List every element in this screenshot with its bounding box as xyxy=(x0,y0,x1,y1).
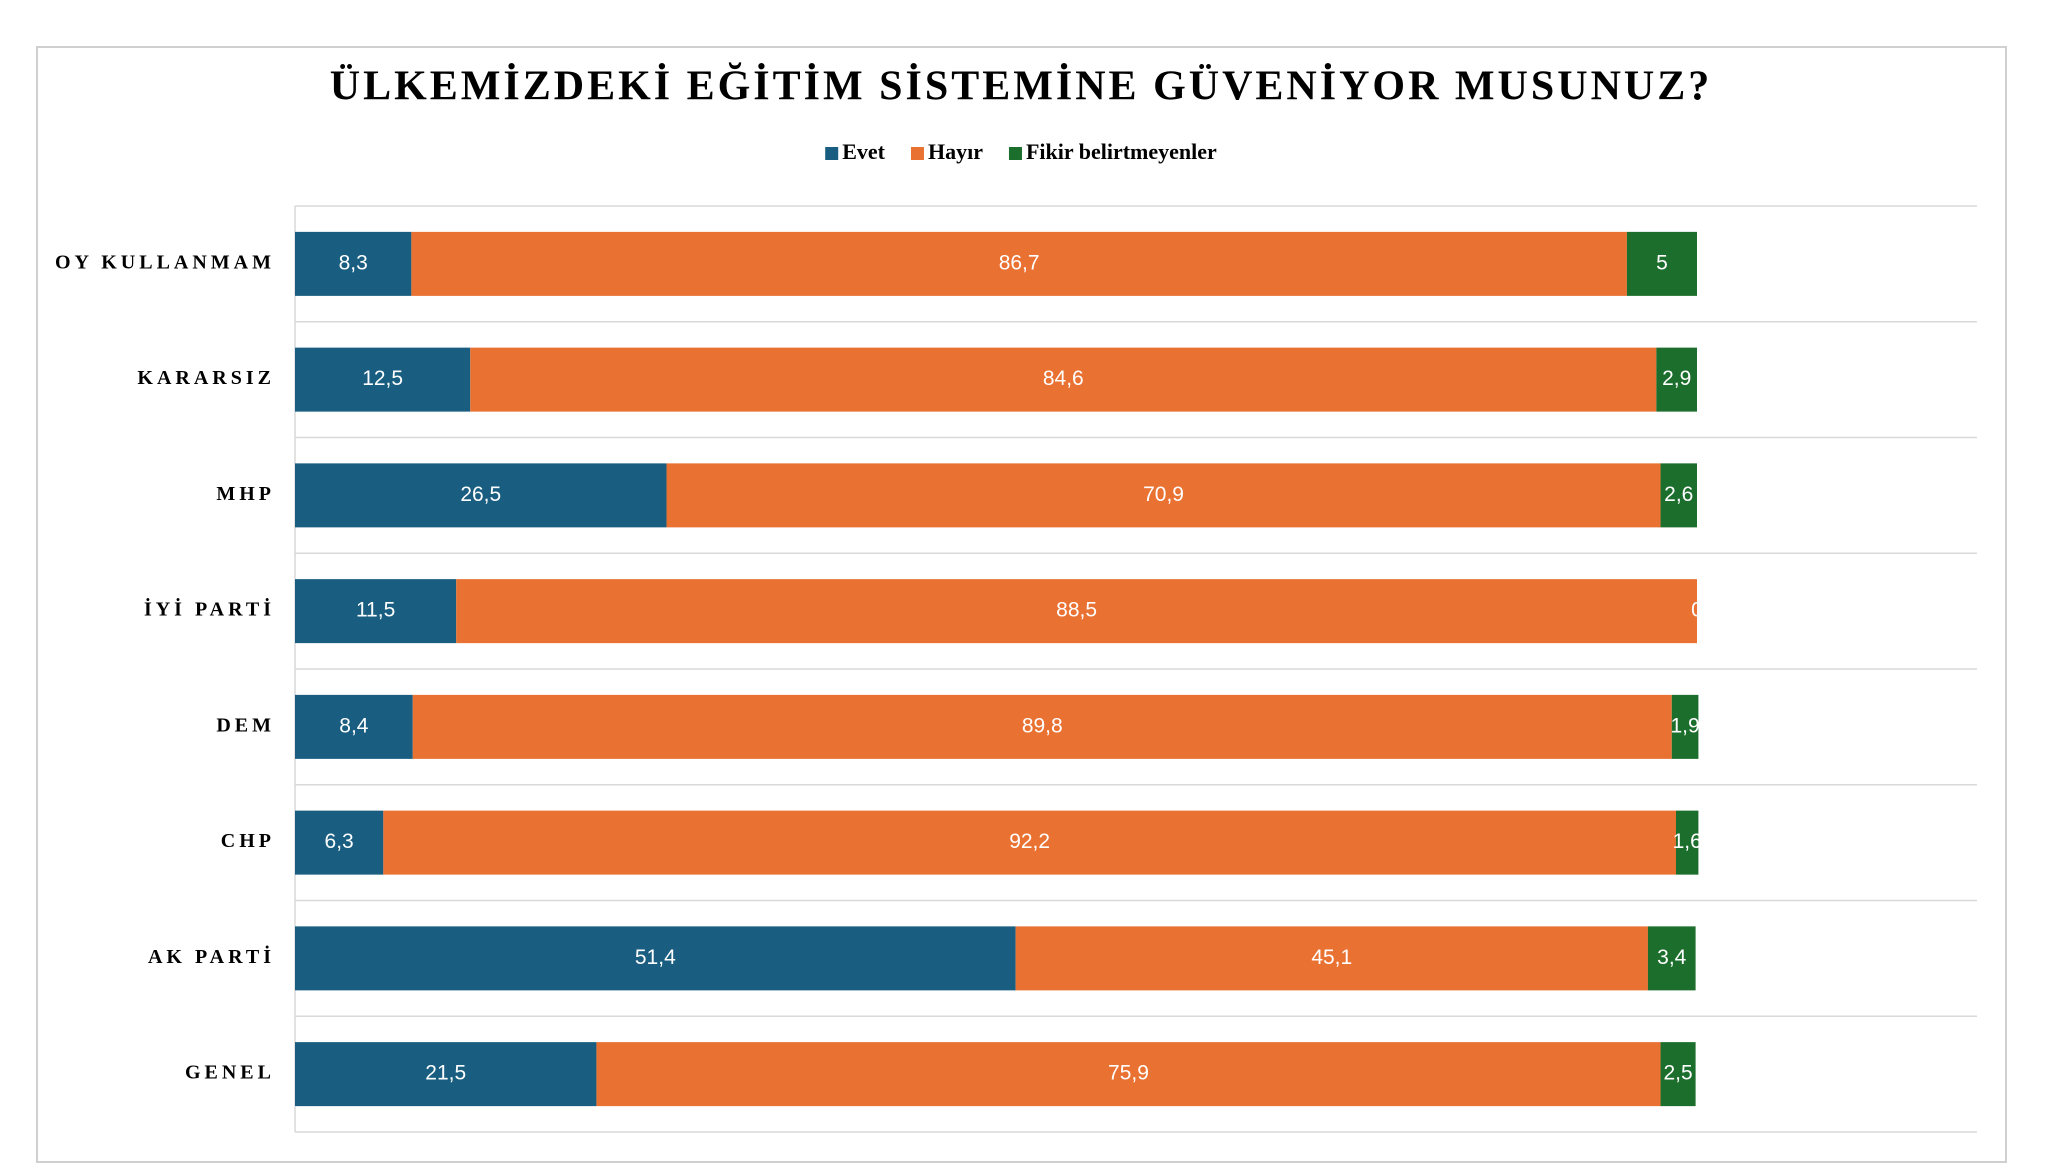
bar-segment xyxy=(1660,463,1697,528)
legend-label: Fikir belirtmeyenler xyxy=(1026,139,1217,164)
data-label: 51,4 xyxy=(635,946,676,969)
bar-segment xyxy=(383,810,1676,875)
legend: Evet Hayır Fikir belirtmeyenler xyxy=(825,139,1217,164)
legend-swatch xyxy=(1008,147,1022,160)
data-label: 3,4 xyxy=(1657,946,1687,969)
bar-segment xyxy=(470,347,1657,412)
data-label: 70,9 xyxy=(1143,483,1184,506)
bar-segment xyxy=(456,579,1698,644)
y-tick-label: GENEL xyxy=(185,1062,275,1084)
y-tick-label: KARARSIZ xyxy=(137,367,275,389)
data-label: 92,2 xyxy=(1009,830,1050,853)
data-label: 84,6 xyxy=(1043,367,1084,390)
bar-segment xyxy=(295,1042,597,1107)
chart-title: ÜLKEMİZDEKİ EĞİTİM SİSTEMİNE GÜVENİYOR M… xyxy=(330,63,1713,110)
bar-segment xyxy=(412,694,1672,759)
bar-segment xyxy=(295,694,413,759)
bar-segment xyxy=(1626,231,1697,296)
y-tick-label: OY KULLANMAM xyxy=(55,251,275,273)
data-label: 2,9 xyxy=(1662,367,1691,390)
y-tick-label: AK PARTİ xyxy=(148,944,275,968)
y-tick-label: MHP xyxy=(216,483,275,505)
data-label: 2,6 xyxy=(1664,483,1693,506)
bar-segment xyxy=(295,579,457,644)
data-label: 75,9 xyxy=(1108,1062,1149,1085)
data-label: 45,1 xyxy=(1311,946,1352,969)
y-tick-label: CHP xyxy=(221,830,275,852)
data-label: 86,7 xyxy=(999,251,1040,274)
bar-segment xyxy=(295,463,667,528)
bar-segment xyxy=(596,1042,1661,1107)
legend-label: Evet xyxy=(842,139,885,164)
bar-segment xyxy=(1675,810,1699,875)
plot-area: OY KULLANMAM 8,3 86,7 5 KARARSIZ 12,5 84,6 2,9 M… xyxy=(55,205,1977,1133)
bar-segment xyxy=(295,926,1016,991)
data-label: 0 xyxy=(1691,599,1703,622)
data-label: 8,4 xyxy=(339,714,369,737)
data-label: 5 xyxy=(1656,251,1668,274)
data-label: 88,5 xyxy=(1056,599,1097,622)
data-label: 2,5 xyxy=(1663,1062,1692,1085)
legend-label: Hayır xyxy=(928,139,983,164)
bar-segment xyxy=(295,347,471,412)
bar-segment xyxy=(1660,1042,1696,1107)
bar-segment xyxy=(1647,926,1696,991)
data-label: 26,5 xyxy=(460,483,501,506)
y-tick-label: DEM xyxy=(216,714,275,736)
data-label: 11,5 xyxy=(356,599,395,622)
data-label: 8,3 xyxy=(339,251,368,274)
data-label: 89,8 xyxy=(1022,714,1063,737)
legend-swatch xyxy=(825,147,839,160)
bar-segment xyxy=(1015,926,1648,991)
bar-segment xyxy=(666,463,1661,528)
data-label: 1,6 xyxy=(1673,830,1702,853)
bar-segment xyxy=(295,810,384,875)
bar-segment xyxy=(295,231,412,296)
data-label: 6,3 xyxy=(325,830,354,853)
bar-segment xyxy=(411,231,1627,296)
data-label: 21,5 xyxy=(425,1062,466,1085)
data-label: 1,9 xyxy=(1670,714,1699,737)
bar-segment xyxy=(1671,694,1699,759)
y-tick-label: İYİ PARTİ xyxy=(144,597,275,621)
legend-swatch xyxy=(910,147,924,160)
data-label: 12,5 xyxy=(362,367,403,390)
bar-segment xyxy=(1656,347,1697,412)
